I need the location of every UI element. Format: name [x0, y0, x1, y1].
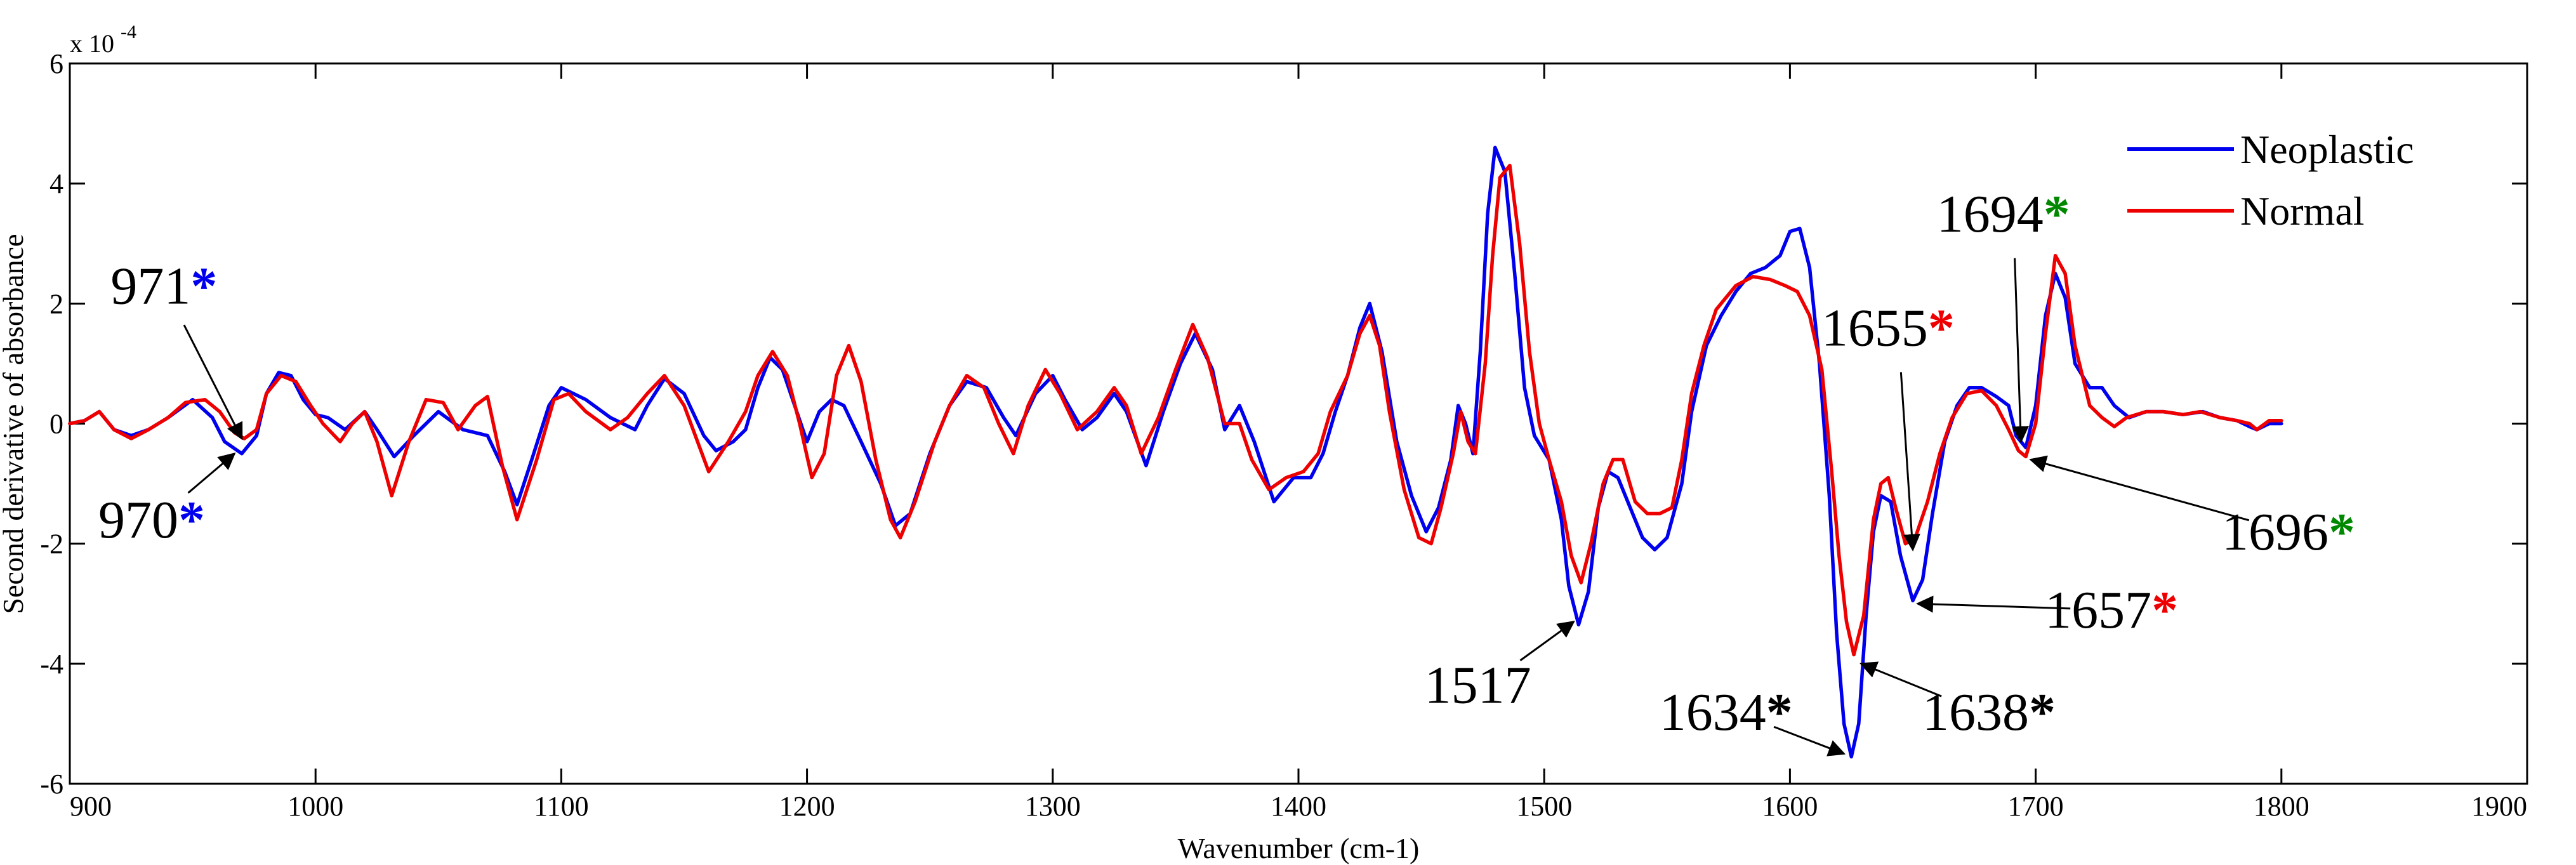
annotation-arrow [1519, 621, 1575, 661]
annotation-value: 970 [98, 491, 178, 550]
y-tick-label: 0 [50, 409, 63, 440]
annotation-star: * [1928, 299, 1955, 358]
annotation-value: 971 [110, 256, 190, 315]
x-tick-label: 1800 [2254, 791, 2309, 822]
annotation-star: * [178, 491, 205, 550]
x-tick-label: 1200 [779, 791, 835, 822]
x-tick-label: 1500 [1516, 791, 1572, 822]
annotation-1655: 1655* [1821, 299, 1955, 551]
x-tick-label: 1900 [2471, 791, 2527, 822]
x-tick-label: 1000 [287, 791, 343, 822]
x-axis-label: Wavenumber (cm-1) [1178, 832, 1420, 864]
legend-label-normal: Normal [2240, 188, 2365, 234]
annotation-label: 1696* [2222, 503, 2355, 562]
annotation-970: 970* [98, 452, 236, 550]
annotation-label: 970* [98, 491, 205, 550]
annotation-arrow [1859, 661, 1942, 697]
annotation-value: 1517 [1425, 656, 1531, 715]
annotation-value: 1655 [1821, 299, 1928, 358]
annotation-star: * [190, 256, 217, 315]
annotation-arrow [2029, 455, 2250, 522]
series-layer [68, 145, 2283, 759]
y-tick-label: 4 [50, 168, 63, 199]
annotation-971: 971* [110, 256, 243, 440]
annotation-arrow [1916, 595, 2071, 613]
x-tick-label: 1600 [1762, 791, 1818, 822]
x-tick-label: 1100 [534, 791, 588, 822]
annotation-label: 1638* [1922, 683, 2056, 742]
annotation-1638: 1638* [1859, 661, 2056, 742]
annotation-1634: 1634* [1660, 683, 1846, 756]
annotation-1657: 1657* [1916, 581, 2178, 640]
annotation-value: 1694 [1937, 185, 2044, 244]
annotation-label: 971* [110, 256, 217, 315]
annotation-label: 1694* [1937, 185, 2070, 244]
y-tick-label: -2 [40, 529, 63, 560]
annotation-star: * [2044, 185, 2070, 244]
annotation-arrow [1899, 372, 1920, 551]
series-line-normal [68, 164, 2283, 657]
annotation-arrow [1773, 725, 1846, 756]
legend-label-neoplastic: Neoplastic [2240, 127, 2414, 172]
annotation-1696: 1696* [2029, 455, 2355, 562]
annotation-value: 1696 [2222, 503, 2328, 562]
x-tick-label: 900 [70, 791, 112, 822]
annotation-layer: 971*970*1517 1634* 1638*1655*1657*1694*169… [98, 185, 2355, 756]
y-tick-label: 2 [50, 288, 63, 319]
y-tick-label: 6 [50, 48, 63, 79]
annotation-arrow [2012, 258, 2030, 444]
x-axis-ticks: 900 1000 1100 1200 1300 1400 1500 1600 1700 1800 1… [69, 63, 2528, 822]
annotation-star: * [2029, 683, 2056, 742]
x-tick-label: 1400 [1271, 791, 1326, 822]
x-tick-label: 1300 [1025, 791, 1081, 822]
annotation-arrow [187, 452, 236, 494]
y-exponent-base: x 10 [70, 29, 114, 58]
annotation-label: 1655* [1821, 299, 1955, 358]
annotation-value: 1638 [1922, 683, 2029, 742]
y-tick-label: -6 [40, 769, 63, 800]
y-tick-label: -4 [40, 649, 63, 680]
annotation-value: 1657 [2045, 581, 2151, 640]
annotation-star: * [2328, 503, 2355, 562]
annotation-1694: 1694* [1937, 185, 2070, 444]
annotation-label: 1517 [1425, 656, 1531, 715]
annotation-value: 1634 [1660, 683, 1766, 742]
annotation-arrow [183, 324, 243, 440]
y-axis-label: Second derivative of absorbance [0, 234, 29, 614]
annotation-label: 1634* [1660, 683, 1793, 742]
plot-area [69, 62, 2528, 785]
annotation-1517: 1517 [1425, 621, 1575, 715]
y-exponent-power: -4 [121, 22, 136, 43]
series-line-neoplastic [68, 145, 2283, 759]
annotation-label: 1657* [2045, 581, 2178, 640]
y-axis-ticks: -6 -4 -2 0 2 4 6 [40, 48, 2527, 800]
annotation-star: * [2151, 581, 2178, 640]
x-tick-label: 1700 [2008, 791, 2064, 822]
legend: Neoplastic Normal [2127, 127, 2414, 234]
